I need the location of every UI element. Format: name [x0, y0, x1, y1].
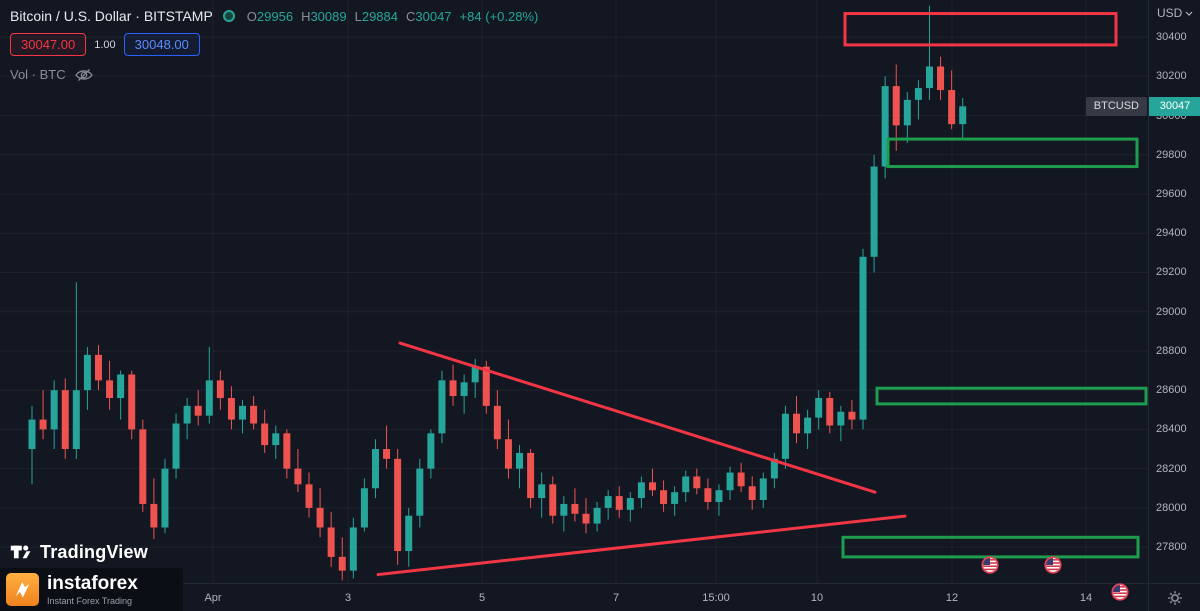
- price-scale[interactable]: USD 30047 27800 28000 28200 28400 28600 28800…: [1148, 0, 1200, 583]
- instaforex-name: instaforex: [47, 572, 138, 594]
- price-axis-label: 28200: [1156, 462, 1187, 475]
- us-flag-event-icon[interactable]: [1044, 556, 1062, 574]
- price-axis-label: 29600: [1156, 188, 1187, 200]
- us-flag-event-icon[interactable]: [1111, 583, 1129, 601]
- open-label: O: [246, 8, 257, 24]
- market-status-icon[interactable]: [222, 10, 235, 22]
- time-scale[interactable]: Apr 3 5 7 15:00 10 12 14: [0, 583, 1148, 611]
- price-axis-label: 29200: [1156, 266, 1187, 279]
- time-axis-label: Apr: [204, 592, 222, 604]
- price-axis-label: 28400: [1156, 423, 1187, 436]
- time-axis-label: 14: [1079, 592, 1093, 604]
- symbol-title[interactable]: Bitcoin / U.S. Dollar · BITSTAMP: [10, 8, 213, 24]
- sell-button[interactable]: 30047.00: [10, 33, 87, 56]
- close-label: C: [406, 8, 416, 24]
- chart-legend: Bitcoin / U.S. Dollar · BITSTAMP O29956 …: [10, 8, 538, 82]
- eye-off-icon[interactable]: [74, 68, 93, 82]
- volume-study-label[interactable]: Vol · BTC: [10, 67, 66, 82]
- price-axis-label: 27800: [1156, 541, 1187, 554]
- low-label: L: [354, 8, 362, 24]
- us-flag-event-icon[interactable]: [981, 556, 999, 574]
- high-value: 30089: [310, 8, 347, 24]
- time-axis-label: 15:00: [702, 592, 730, 604]
- change-value: +84 (+0.28%): [459, 8, 539, 24]
- time-axis-label: 5: [478, 592, 486, 604]
- price-axis-label: 30400: [1156, 31, 1187, 44]
- scale-corner: [1148, 583, 1200, 611]
- price-axis-label: 28600: [1156, 384, 1187, 397]
- ohlc-readout: O29956 H30089 L29884 C30047 +84 (+0.28%): [247, 9, 539, 24]
- time-axis-label: 7: [612, 592, 620, 604]
- buy-button[interactable]: 30048.00: [123, 33, 200, 56]
- high-label: H: [301, 8, 311, 24]
- close-value: 30047: [415, 8, 452, 24]
- instaforex-logo-icon: [6, 573, 39, 606]
- price-axis-label: 28800: [1156, 344, 1187, 357]
- low-value: 29884: [361, 8, 398, 24]
- tradingview-watermark[interactable]: TradingView: [10, 541, 148, 563]
- open-value: 29956: [256, 8, 294, 24]
- time-axis-label: 3: [344, 592, 352, 604]
- tradingview-logo-icon: [10, 545, 31, 559]
- price-scale-currency[interactable]: USD: [1157, 6, 1193, 20]
- currency-label: USD: [1157, 6, 1183, 20]
- time-axis-label: 12: [945, 592, 959, 604]
- instaforex-watermark: instaforex Instant Forex Trading: [0, 568, 183, 611]
- price-axis-label: 30200: [1156, 70, 1187, 83]
- candlestick-chart-canvas[interactable]: [0, 0, 1148, 583]
- price-axis-label: 29800: [1156, 148, 1187, 161]
- settings-gear-icon[interactable]: [1167, 590, 1183, 606]
- current-price-tag: 30047: [1149, 96, 1200, 116]
- price-axis-label: 28000: [1156, 501, 1187, 514]
- tradingview-watermark-text: TradingView: [40, 541, 148, 562]
- instaforex-tagline: Instant Forex Trading: [47, 595, 133, 606]
- chevron-down-icon: [1185, 11, 1193, 16]
- spread-value: 1.00: [94, 38, 116, 51]
- symbol-price-label: BTCUSD: [1085, 96, 1147, 116]
- price-axis-label: 29400: [1156, 227, 1187, 240]
- time-axis-label: 10: [810, 592, 824, 604]
- price-axis-label: 29000: [1156, 305, 1187, 318]
